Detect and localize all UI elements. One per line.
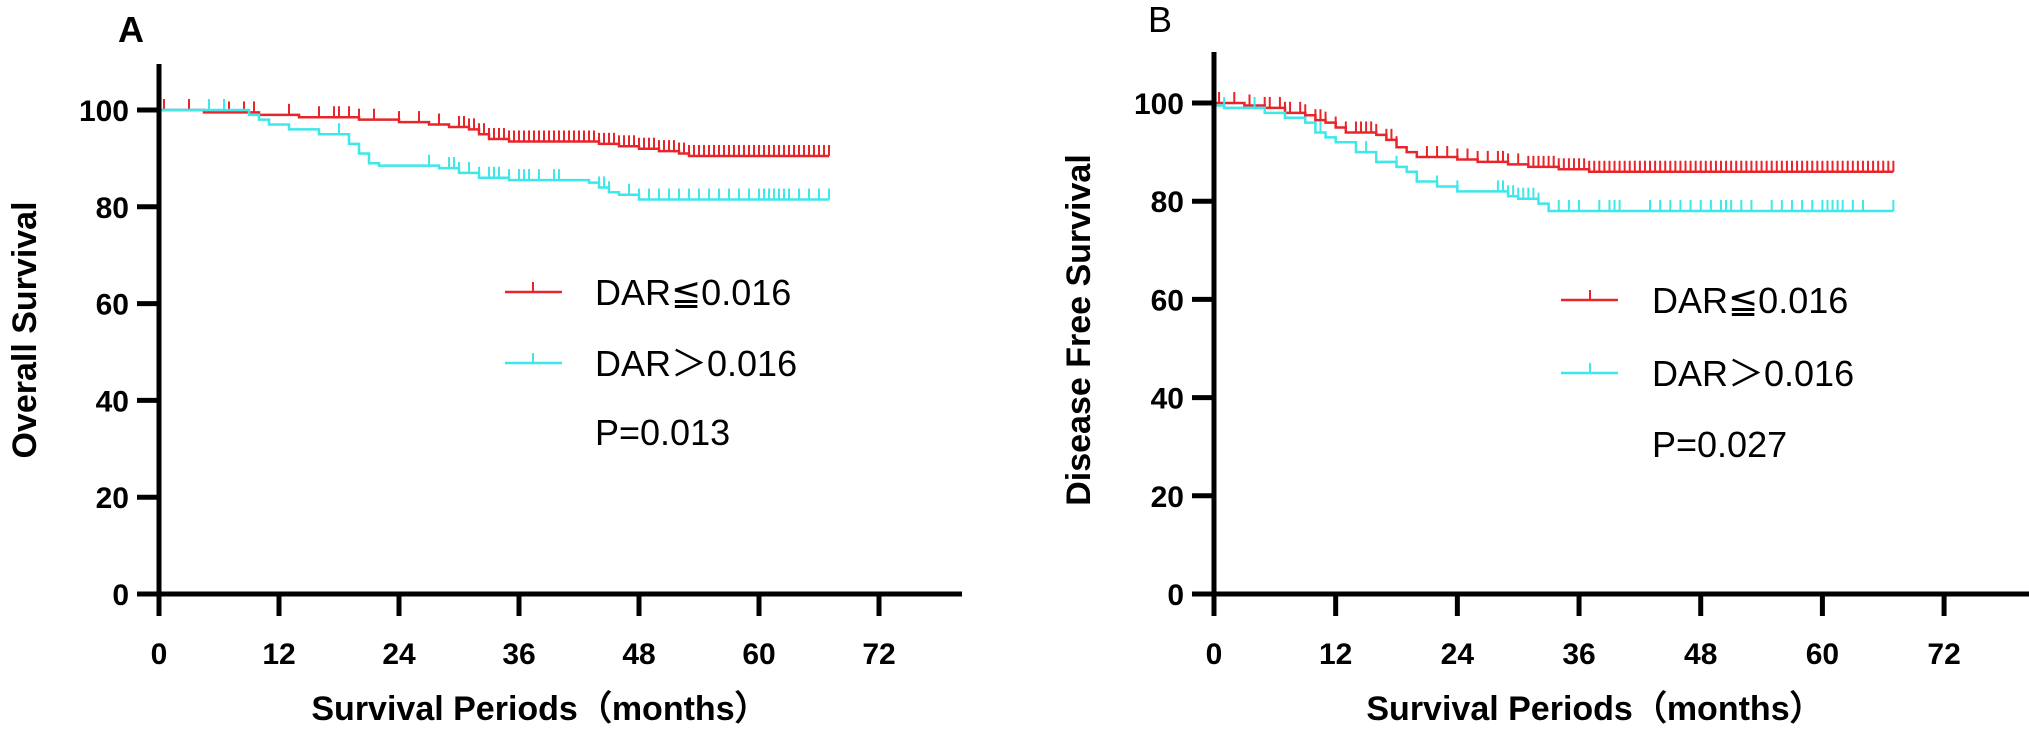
panel-a-p-value: P=0.013 [595,412,730,453]
panel-a-legend: DAR≦0.016 DAR＞0.016 P=0.013 [505,272,797,453]
panel-b-x-tick-label: 0 [1206,638,1223,671]
panel-a-x-tick-label: 72 [862,638,895,671]
panel-b-x-tick-label: 24 [1441,638,1475,671]
panel-a-y-tick-label: 0 [112,579,129,612]
panel-a-legend-item-0: DAR≦0.016 [505,272,791,313]
panel-b-legend: DAR≦0.016 DAR＞0.016 P=0.027 [1561,280,1854,465]
panel-b-legend-label-1: DAR＞0.016 [1652,353,1854,394]
panel-b-y-tick-label: 80 [1151,186,1184,219]
panel-b-p-value: P=0.027 [1652,424,1787,465]
panel-b-x-tick-label: 48 [1684,638,1717,671]
panel-a-legend-label-0: DAR≦0.016 [595,272,791,313]
panel-a-y-tick-label: 40 [96,385,129,418]
panel-a-curves [159,99,830,201]
panel-b-y-ticks: 0 20 40 60 80 100 [1134,88,1214,612]
panel-a-legend-label-1: DAR＞0.016 [595,343,797,384]
panel-b-disease-free-survival: B 0 20 40 60 80 100 0 12 24 36 48 60 72 Disease Fre… [1060,0,2029,728]
panel-a-overall-survival: A 0 20 40 60 80 100 0 12 24 36 48 60 72 Overall Sur… [6,9,962,728]
panel-b-label: B [1148,0,1172,40]
panel-a-label: A [118,9,144,50]
panel-a-y-tick-label: 20 [96,482,129,515]
panel-a-x-tick-label: 12 [262,638,295,671]
panel-a-x-tick-label: 0 [151,638,168,671]
panel-b-curves [1214,92,1895,213]
panel-a-y-tick-label: 60 [96,289,129,322]
panel-a-x-tick-label: 48 [622,638,655,671]
panel-b-x-tick-label: 36 [1562,638,1595,671]
panel-b-y-tick-label: 60 [1151,284,1184,317]
panel-b-y-tick-label: 40 [1151,383,1184,416]
panel-b-x-tick-label: 12 [1319,638,1352,671]
panel-a-x-ticks: 0 12 24 36 48 60 72 [151,594,896,671]
panel-b-x-axis-title: Survival Periods（months） [1366,689,1823,728]
panel-a-x-axis-title: Survival Periods（months） [311,689,768,728]
panel-a-legend-item-1: DAR＞0.016 [505,343,797,384]
panel-b-y-axis-title: Disease Free Survival [1060,154,1098,506]
panel-a-y-axis-title: Overall Survival [6,201,44,458]
panel-a-x-tick-label: 36 [502,638,535,671]
panel-a-x-tick-label: 24 [382,638,416,671]
panel-b-y-tick-label: 20 [1151,481,1184,514]
panel-b-x-tick-label: 72 [1927,638,1960,671]
panel-a-y-ticks: 0 20 40 60 80 100 [79,95,159,612]
panel-a-y-tick-label: 100 [79,95,129,128]
panel-b-legend-item-0: DAR≦0.016 [1561,280,1848,321]
panel-b-x-tick-label: 60 [1806,638,1839,671]
panel-b-x-ticks: 0 12 24 36 48 60 72 [1206,594,1961,671]
panel-b-y-tick-label: 0 [1167,579,1184,612]
panel-a-y-tick-label: 80 [96,192,129,225]
panel-b-legend-label-0: DAR≦0.016 [1652,280,1848,321]
panel-b-y-tick-label: 100 [1134,88,1184,121]
panel-b-legend-item-1: DAR＞0.016 [1561,353,1854,394]
panel-a-x-tick-label: 60 [742,638,775,671]
panel-a-survival-curve-1 [159,108,829,201]
